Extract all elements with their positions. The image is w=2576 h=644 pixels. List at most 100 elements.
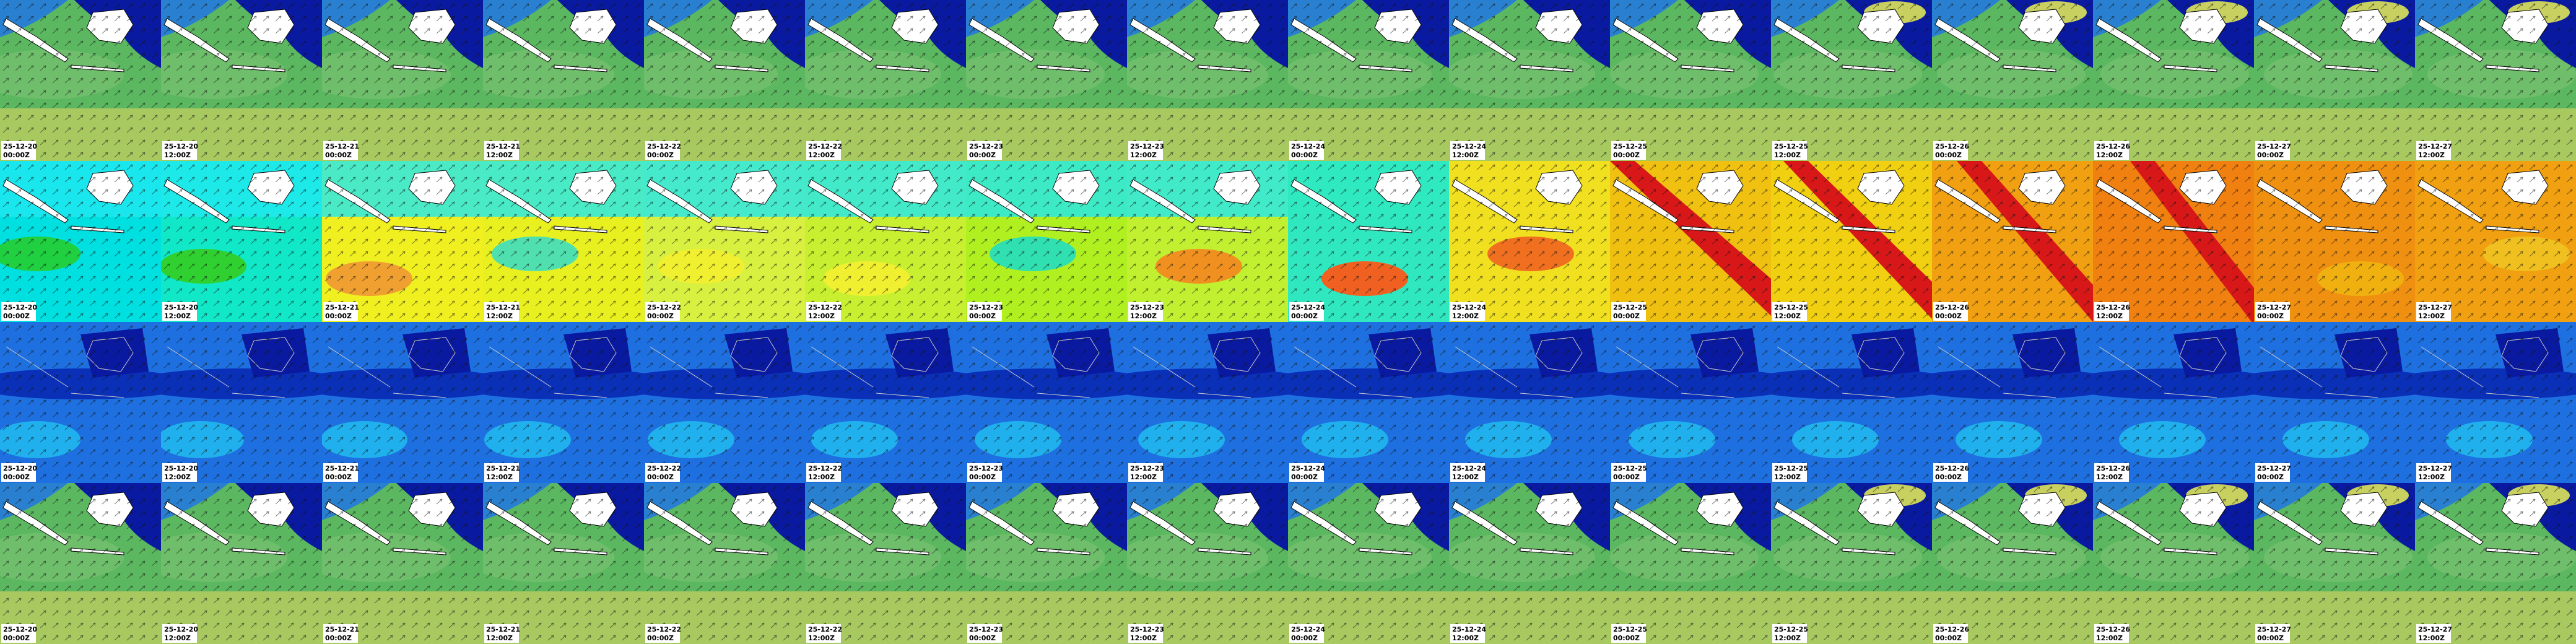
date-label: 25-12-22 bbox=[808, 142, 842, 150]
wind-arrows bbox=[966, 322, 1127, 483]
time-label: 12:00Z bbox=[164, 312, 191, 320]
date-label: 25-12-22 bbox=[808, 303, 842, 311]
label-box bbox=[162, 302, 197, 321]
label-box bbox=[1, 141, 36, 160]
wind-arrows bbox=[2254, 0, 2415, 161]
wind-arrows bbox=[161, 161, 322, 322]
date-label: 25-12-21 bbox=[486, 625, 520, 633]
wind-arrows bbox=[483, 0, 644, 161]
date-label: 25-12-22 bbox=[808, 464, 842, 472]
label-box bbox=[967, 302, 1002, 321]
time-label: 00:00Z bbox=[325, 312, 352, 320]
time-label: 00:00Z bbox=[1613, 312, 1640, 320]
wind-arrows bbox=[1288, 322, 1449, 483]
label-box bbox=[1933, 624, 1968, 643]
date-label: 25-12-25 bbox=[1774, 625, 1808, 633]
time-label: 00:00Z bbox=[969, 312, 996, 320]
label-box bbox=[1611, 302, 1646, 321]
wind-arrows bbox=[1449, 161, 1610, 322]
time-label: 12:00Z bbox=[2418, 473, 2445, 481]
date-label: 25-12-26 bbox=[2096, 142, 2130, 150]
date-label: 25-12-26 bbox=[1935, 142, 1969, 150]
date-label: 25-12-24 bbox=[1452, 142, 1486, 150]
date-label: 25-12-23 bbox=[969, 303, 1003, 311]
wind-arrows bbox=[1449, 0, 1610, 161]
wind-arrows bbox=[1771, 322, 1932, 483]
date-label: 25-12-24 bbox=[1291, 142, 1325, 150]
time-label: 00:00Z bbox=[2257, 473, 2284, 481]
time-label: 12:00Z bbox=[2096, 634, 2123, 642]
label-box bbox=[1772, 624, 1807, 643]
time-label: 00:00Z bbox=[3, 634, 30, 642]
date-label: 25-12-22 bbox=[647, 625, 681, 633]
label-box bbox=[2094, 302, 2129, 321]
wind-arrows bbox=[1771, 0, 1932, 161]
wind-arrows bbox=[1610, 161, 1771, 322]
date-label: 25-12-25 bbox=[1613, 142, 1647, 150]
label-box bbox=[645, 302, 680, 321]
date-label: 25-12-24 bbox=[1291, 625, 1325, 633]
time-label: 00:00Z bbox=[1613, 151, 1640, 159]
time-label: 12:00Z bbox=[808, 634, 835, 642]
label-box bbox=[323, 463, 358, 482]
label-box bbox=[1289, 624, 1324, 643]
wind-arrows bbox=[966, 483, 1127, 644]
date-label: 25-12-25 bbox=[1613, 303, 1647, 311]
time-label: 00:00Z bbox=[1613, 473, 1640, 481]
wind-arrows bbox=[805, 322, 966, 483]
wind-arrows bbox=[2415, 483, 2576, 644]
label-box bbox=[806, 141, 841, 160]
wind-arrows bbox=[1932, 483, 2093, 644]
time-label: 12:00Z bbox=[1130, 151, 1157, 159]
label-box bbox=[2255, 141, 2290, 160]
wind-arrows bbox=[805, 161, 966, 322]
label-box bbox=[1450, 302, 1485, 321]
time-label: 12:00Z bbox=[164, 473, 191, 481]
label-box bbox=[2094, 624, 2129, 643]
label-box bbox=[1450, 463, 1485, 482]
wind-arrows bbox=[1932, 0, 2093, 161]
date-label: 25-12-24 bbox=[1291, 464, 1325, 472]
date-label: 25-12-20 bbox=[164, 464, 198, 472]
wind-arrows bbox=[2093, 322, 2254, 483]
date-label: 25-12-24 bbox=[1291, 303, 1325, 311]
label-box bbox=[323, 141, 358, 160]
time-label: 00:00Z bbox=[1291, 634, 1318, 642]
wind-arrows bbox=[1610, 0, 1771, 161]
date-label: 25-12-20 bbox=[164, 625, 198, 633]
wind-arrows bbox=[161, 0, 322, 161]
wind-arrows bbox=[2093, 483, 2254, 644]
label-box bbox=[1450, 624, 1485, 643]
time-label: 00:00Z bbox=[969, 473, 996, 481]
date-label: 25-12-27 bbox=[2418, 303, 2452, 311]
label-box bbox=[2255, 463, 2290, 482]
date-label: 25-12-27 bbox=[2418, 625, 2452, 633]
time-label: 12:00Z bbox=[808, 312, 835, 320]
time-label: 12:00Z bbox=[1452, 473, 1479, 481]
wind-arrows bbox=[483, 161, 644, 322]
date-label: 25-12-26 bbox=[1935, 464, 1969, 472]
wind-arrows bbox=[2415, 322, 2576, 483]
label-box bbox=[967, 624, 1002, 643]
label-box bbox=[1, 302, 36, 321]
date-label: 25-12-20 bbox=[164, 303, 198, 311]
label-box bbox=[967, 141, 1002, 160]
label-box bbox=[2255, 302, 2290, 321]
time-label: 12:00Z bbox=[2418, 312, 2445, 320]
date-label: 25-12-23 bbox=[969, 625, 1003, 633]
